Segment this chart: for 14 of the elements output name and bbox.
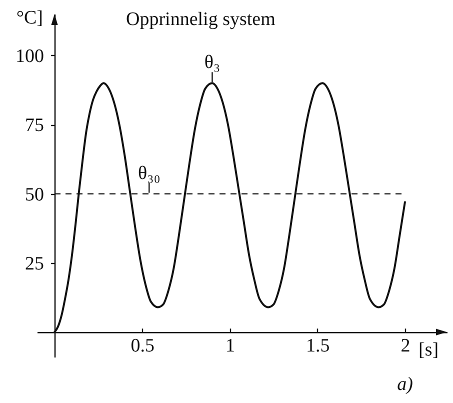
annotation: θ₃₀: [138, 162, 160, 184]
y-tick-label: 75: [25, 115, 44, 136]
x-tick-label: 1: [225, 336, 235, 357]
x-tick-label: 1.5: [306, 336, 330, 357]
x-axis-title: [s]: [418, 340, 439, 361]
y-tick-label: 25: [25, 253, 44, 274]
annotation: θ₃: [204, 52, 220, 74]
y-tick-label: 100: [16, 46, 44, 67]
chart-title: Opprinnelig system: [126, 9, 276, 30]
y-axis-title: °C]: [16, 8, 44, 28]
x-tick-label: 2: [400, 336, 410, 357]
text: a): [397, 374, 413, 395]
y-tick-label: 50: [25, 184, 44, 206]
x-tick-label: 0.5: [130, 336, 155, 357]
